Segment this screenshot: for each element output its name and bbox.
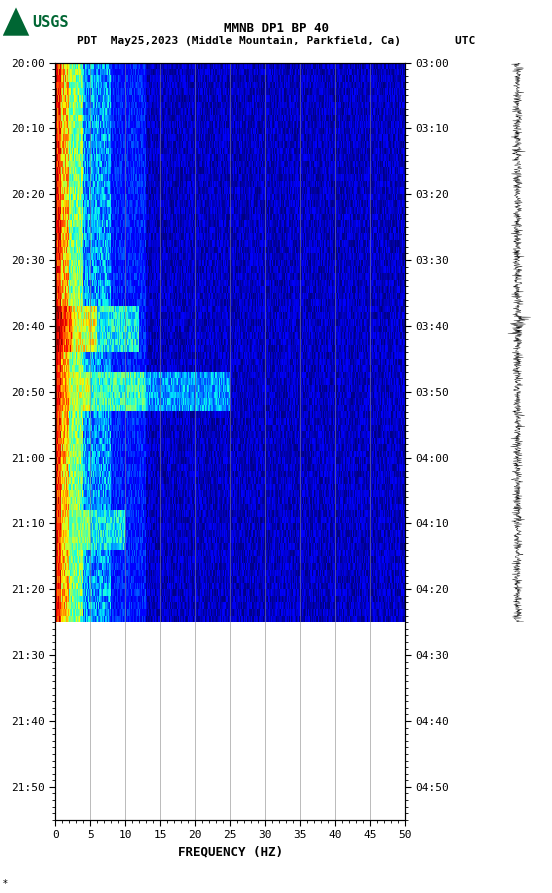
Text: *: * xyxy=(3,880,8,889)
Polygon shape xyxy=(3,7,29,36)
Text: PDT  May25,2023 (Middle Mountain, Parkfield, Ca)        UTC: PDT May25,2023 (Middle Mountain, Parkfie… xyxy=(77,36,475,46)
X-axis label: FREQUENCY (HZ): FREQUENCY (HZ) xyxy=(178,846,283,859)
Text: MMNB DP1 BP 40: MMNB DP1 BP 40 xyxy=(224,22,328,36)
Text: USGS: USGS xyxy=(33,14,69,29)
